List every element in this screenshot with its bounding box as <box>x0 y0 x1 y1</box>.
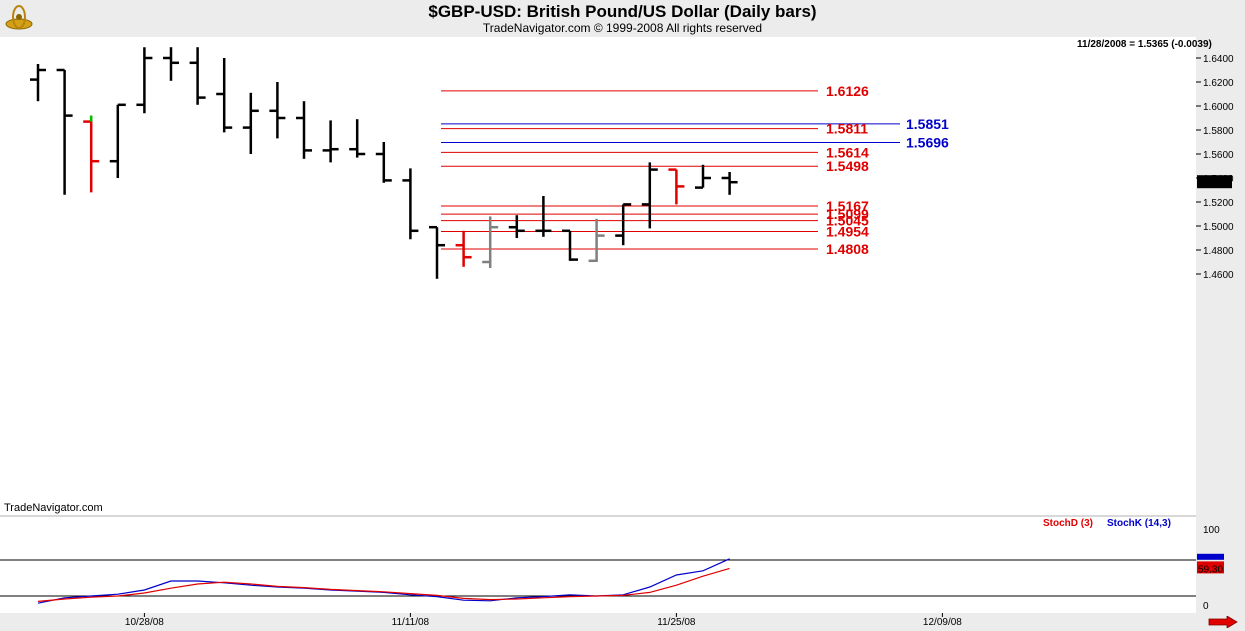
last-close-readout: 11/28/2008 = 1.5365 (-0.0039) <box>1077 39 1212 50</box>
date-tick-label: 11/25/08 <box>657 617 696 628</box>
level-label: 1.5167 <box>826 198 869 214</box>
price-tick-label: 1.5800 <box>1203 126 1234 137</box>
stoch-d-legend: StochD (3) <box>1043 518 1093 529</box>
price-tick-label: 1.5600 <box>1203 150 1234 161</box>
level-label: 1.5614 <box>826 144 869 160</box>
stoch-k-line <box>37 558 730 604</box>
stoch-d-tag <box>1197 561 1224 574</box>
last-price-tag-label: 1.5365 <box>1199 178 1230 189</box>
price-tick-label: 1.4600 <box>1203 270 1234 281</box>
level-label: 1.5811 <box>826 121 868 137</box>
level-label: 1.5851 <box>906 116 949 132</box>
price-tick-label: 1.6000 <box>1203 102 1234 113</box>
price-tick-label: 1.4800 <box>1203 246 1234 257</box>
date-tick-label: 10/28/08 <box>125 617 164 628</box>
stoch-k-tag <box>1197 553 1224 560</box>
price-tick-label: 1.6200 <box>1203 78 1234 89</box>
date-tick-label: 12/09/08 <box>923 617 962 628</box>
level-label: 1.5696 <box>906 134 949 150</box>
level-label: 1.5498 <box>826 158 869 174</box>
stoch-tick-label: 0 <box>1203 601 1209 612</box>
price-tick-label: 1.6400 <box>1203 54 1234 65</box>
price-axis <box>1196 37 1245 613</box>
date-tick-label: 11/11/08 <box>392 617 430 628</box>
chart-title: $GBP-USD: British Pound/US Dollar (Daily… <box>428 2 817 21</box>
level-label: 1.6126 <box>826 83 869 99</box>
last-price-tag <box>1197 175 1232 189</box>
scroll-right-arrow-icon[interactable] <box>1208 616 1238 628</box>
date-axis <box>0 613 1245 631</box>
stoch-d-line <box>37 567 730 602</box>
chart-subtitle: TradeNavigator.com © 1999-2008 All right… <box>482 21 763 35</box>
level-label: 1.5045 <box>826 213 869 229</box>
stoch-tick-label: 100 <box>1203 525 1220 536</box>
stoch-k-legend: StochK (14,3) <box>1107 518 1171 529</box>
stochastic-panel <box>0 517 1196 613</box>
price-tick-label: 1.5000 <box>1203 222 1234 233</box>
price-tick-label: 1.5200 <box>1203 198 1234 209</box>
level-label: 1.5099 <box>826 206 869 222</box>
level-label: 1.4808 <box>826 241 869 257</box>
price-panel <box>0 37 1196 515</box>
stoch-d-tag-label: 59.30 <box>1198 564 1223 575</box>
level-label: 1.4954 <box>826 224 869 240</box>
gyroscope-logo-icon <box>5 5 33 30</box>
chart-header: $GBP-USD: British Pound/US Dollar (Daily… <box>0 0 1245 37</box>
watermark: TradeNavigator.com <box>4 502 103 514</box>
